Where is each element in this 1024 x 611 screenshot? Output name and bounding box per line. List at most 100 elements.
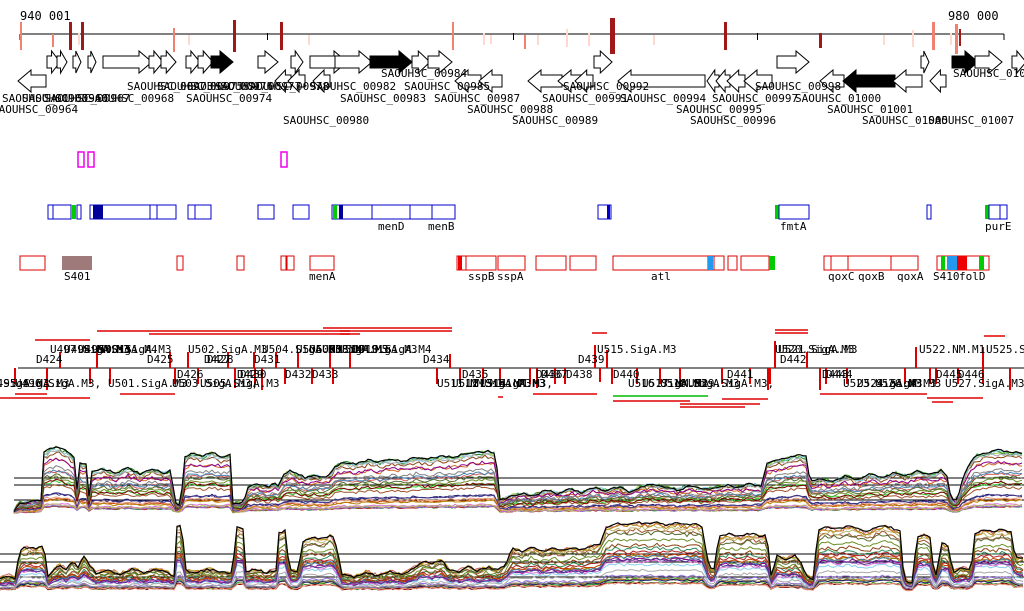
ruler-mark [912, 30, 914, 47]
gene-arrow[interactable] [929, 68, 947, 94]
gene-arrow[interactable] [312, 68, 331, 94]
red-feature-box[interactable] [535, 255, 567, 271]
gene-arrow[interactable] [185, 49, 201, 75]
gene-arrow[interactable] [527, 68, 563, 94]
gene-arrow[interactable] [210, 49, 234, 75]
gene-arrow[interactable] [819, 68, 845, 94]
red-feature-box[interactable] [19, 255, 46, 271]
gene-arrow[interactable] [892, 68, 923, 94]
gene-arrow[interactable] [274, 68, 292, 94]
coverage-track-1-envelope [13, 446, 1023, 512]
red-feature-segment[interactable] [458, 256, 462, 270]
coverage-track-2-series [0, 568, 1024, 590]
blue-feature-box[interactable] [89, 204, 177, 220]
ruler-mark [78, 33, 80, 45]
red-feature-segment[interactable] [62, 256, 92, 270]
gene-arrow[interactable] [574, 68, 594, 94]
blue-feature-box[interactable] [257, 204, 275, 220]
red-feature-segment[interactable] [769, 256, 775, 270]
red-feature-segment[interactable] [941, 256, 945, 270]
blue-feature-segment[interactable] [775, 205, 779, 219]
red-feature-box[interactable] [740, 255, 770, 271]
gene-arrow[interactable] [334, 49, 373, 75]
red-feature-box[interactable] [497, 255, 526, 271]
gene-arrow[interactable] [593, 49, 613, 75]
gene-arrow[interactable] [197, 49, 214, 75]
gene-arrow[interactable] [842, 68, 896, 94]
blue-feature-box[interactable] [988, 204, 1008, 220]
gene-arrow[interactable] [102, 49, 153, 75]
blue-feature-box[interactable] [76, 204, 82, 220]
ruler-mark [524, 35, 526, 49]
ruler-mark [724, 22, 727, 50]
blue-feature-box[interactable] [778, 204, 810, 220]
gene-arrow[interactable] [17, 68, 47, 94]
red-feature-box[interactable] [280, 255, 287, 271]
gene-arrow[interactable] [974, 49, 1003, 75]
blue-feature-box[interactable] [926, 204, 932, 220]
gene-arrow[interactable] [257, 49, 279, 75]
blue-feature-segment[interactable] [93, 205, 103, 219]
gene-arrow[interactable] [290, 49, 304, 75]
ruler-mark [452, 22, 454, 50]
gene-arrow[interactable] [951, 49, 979, 75]
gene-arrow[interactable] [706, 68, 720, 94]
red-feature-segment[interactable] [957, 256, 967, 270]
gene-arrow[interactable] [72, 50, 82, 74]
gene-arrow[interactable] [920, 50, 930, 74]
blue-feature-segment[interactable] [333, 205, 337, 219]
gene-arrow[interactable] [743, 68, 773, 94]
ruler-mark [588, 33, 590, 46]
blue-feature-box[interactable] [187, 204, 212, 220]
coverage-track-2-envelope [0, 521, 1023, 584]
blue-feature-segment[interactable] [607, 205, 610, 219]
coverage-track-1-series [13, 478, 1023, 512]
gene-arrow[interactable] [557, 68, 583, 94]
red-feature-segment[interactable] [947, 256, 957, 270]
coverage-track-2-series [0, 542, 1024, 588]
red-feature-box[interactable] [286, 255, 295, 271]
red-feature-box[interactable] [612, 255, 725, 271]
gene-arrow[interactable] [454, 68, 482, 94]
gene-arrow[interactable] [160, 49, 177, 75]
gene-arrow[interactable] [287, 68, 306, 94]
gene-arrow[interactable] [726, 68, 746, 94]
gene-arrow[interactable] [1011, 49, 1024, 75]
gene-arrow[interactable] [148, 49, 164, 75]
blue-feature-box[interactable] [292, 204, 310, 220]
site-box[interactable] [280, 151, 288, 168]
red-feature-box[interactable] [236, 255, 245, 271]
ruler-start-label: 940 001 [20, 9, 71, 23]
blue-feature-box[interactable] [47, 204, 72, 220]
red-feature-segment[interactable] [979, 256, 984, 270]
gene-arrow[interactable] [617, 68, 706, 94]
gene-arrow[interactable] [715, 68, 731, 94]
gene-arrow[interactable] [776, 49, 810, 75]
ruler-mark [513, 33, 514, 40]
gene-arrow[interactable] [411, 49, 431, 75]
red-feature-box[interactable] [309, 255, 335, 271]
site-box[interactable] [77, 151, 85, 168]
blue-feature-box[interactable] [331, 204, 456, 220]
gene-arrow[interactable] [87, 50, 97, 74]
gene-arrow[interactable] [369, 49, 413, 75]
blue-feature-segment[interactable] [339, 205, 343, 219]
red-feature-box[interactable] [465, 255, 497, 271]
site-box[interactable] [87, 151, 95, 168]
red-feature-box[interactable] [823, 255, 919, 271]
red-feature-box[interactable] [176, 255, 184, 271]
red-feature-box[interactable] [569, 255, 597, 271]
red-feature-segment[interactable] [708, 256, 713, 270]
coverage-track-2-series [0, 530, 1024, 584]
ruler-mark [566, 29, 568, 47]
gene-arrow[interactable] [427, 49, 453, 75]
ruler-mark [308, 35, 310, 45]
gene-arrow[interactable] [46, 49, 61, 75]
gene-arrow[interactable] [478, 68, 503, 94]
red-feature-box[interactable] [727, 255, 738, 271]
blue-feature-segment[interactable] [985, 205, 989, 219]
ruler-mark [81, 22, 84, 50]
gene-arrow[interactable] [56, 49, 68, 75]
blue-feature-segment[interactable] [72, 205, 76, 219]
